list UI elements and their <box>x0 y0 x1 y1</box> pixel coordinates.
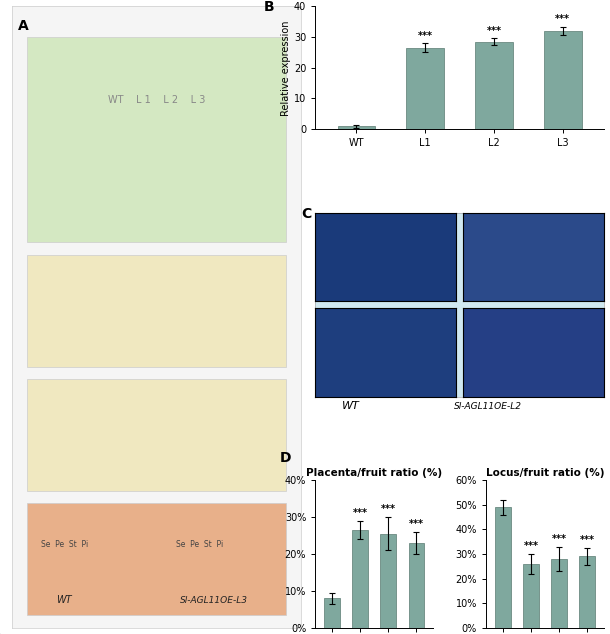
Bar <box>325 598 340 628</box>
Bar <box>544 31 581 129</box>
Title: Placenta/fruit ratio (%): Placenta/fruit ratio (%) <box>306 468 442 478</box>
Text: C: C <box>301 207 311 221</box>
Bar <box>406 48 444 129</box>
Text: D: D <box>280 451 292 465</box>
Title: Locus/fruit ratio (%): Locus/fruit ratio (%) <box>486 468 605 478</box>
Text: ***: *** <box>353 508 368 518</box>
Text: ***: *** <box>551 534 567 544</box>
Bar <box>475 42 513 129</box>
Bar <box>353 530 368 628</box>
Bar <box>523 564 539 628</box>
FancyBboxPatch shape <box>27 37 287 242</box>
Text: ***: *** <box>486 25 501 36</box>
Text: WT: WT <box>342 401 360 411</box>
Text: B: B <box>264 0 274 14</box>
FancyBboxPatch shape <box>27 379 287 491</box>
Text: ***: *** <box>580 535 595 545</box>
Bar <box>409 543 424 628</box>
FancyBboxPatch shape <box>27 503 287 615</box>
Text: Se  Pe  St  Pi: Se Pe St Pi <box>176 540 223 549</box>
Text: ***: *** <box>381 504 396 514</box>
Text: ***: *** <box>523 541 539 552</box>
Text: A: A <box>18 19 29 33</box>
Text: ***: *** <box>418 30 432 41</box>
Text: WT: WT <box>56 595 72 605</box>
Bar <box>337 126 375 129</box>
FancyBboxPatch shape <box>27 255 287 366</box>
Text: Sl-AGL11OE-L2: Sl-AGL11OE-L2 <box>454 402 522 411</box>
Y-axis label: Relative expression: Relative expression <box>281 20 291 115</box>
Bar <box>551 559 567 628</box>
Text: ***: *** <box>409 519 424 529</box>
Text: WT    L 1    L 2    L 3: WT L 1 L 2 L 3 <box>108 94 205 105</box>
Text: Sl-AGL11OE-L3: Sl-AGL11OE-L3 <box>180 596 248 605</box>
Text: ***: *** <box>555 15 570 25</box>
Bar <box>580 557 595 628</box>
Bar <box>495 507 511 628</box>
Bar <box>381 534 396 628</box>
Text: Se  Pe  St  Pi: Se Pe St Pi <box>40 540 88 549</box>
